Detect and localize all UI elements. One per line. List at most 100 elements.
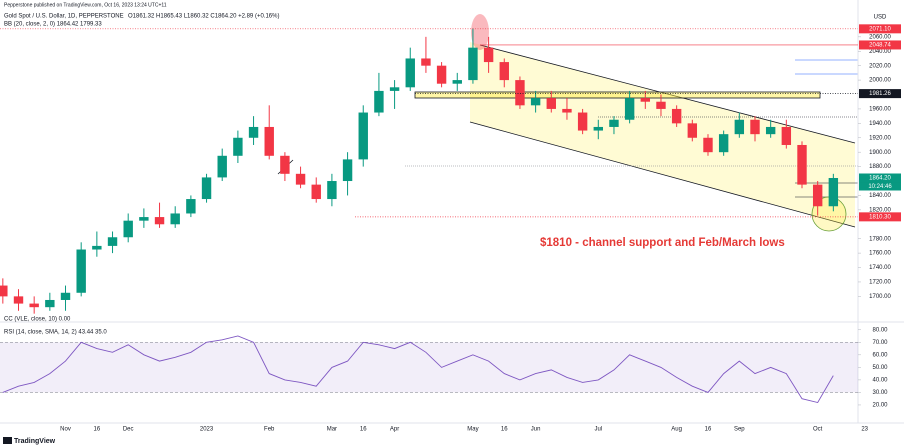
countdown: 10:24:46 <box>868 184 892 190</box>
candle-body <box>76 249 86 293</box>
candle-body <box>781 126 792 145</box>
x-tick-label: 16 <box>94 427 101 433</box>
candle-body <box>734 119 745 135</box>
rsi-title: RSI (14, close, SMA, 14, 2) 43.44 35.0 <box>4 330 107 336</box>
x-tick-label: Sep <box>734 427 745 433</box>
candle-body <box>217 155 227 178</box>
price-label-bg <box>859 40 901 50</box>
candle-body <box>405 58 415 88</box>
candle-body <box>248 126 259 138</box>
y-tick-label: 2040.00 <box>869 49 891 55</box>
candle-body <box>123 220 133 238</box>
price-label: 1864.20 <box>869 176 891 182</box>
annotation: $1810 - channel support and Feb/March lo… <box>540 237 785 249</box>
candle-body <box>201 177 212 200</box>
candle-body <box>703 137 713 153</box>
y-tick-label: 80.00 <box>872 327 888 333</box>
candle-body <box>483 47 494 63</box>
candle-body <box>45 299 55 308</box>
x-tick-label: 16 <box>360 427 367 433</box>
price-label: 1981.26 <box>869 91 891 97</box>
channel-lower <box>469 121 856 228</box>
indicator-label: CC (VLE, close, 10) 0.00 <box>4 317 71 323</box>
candle-body <box>609 119 619 127</box>
candle-body <box>374 90 384 113</box>
y-tick-label: 2020.00 <box>869 63 891 69</box>
y-tick-label: 60.00 <box>872 352 888 358</box>
y-tick-label: 1940.00 <box>869 121 891 127</box>
candle-body <box>515 80 525 106</box>
y-tick-label: 1960.00 <box>869 107 891 113</box>
candle-body <box>546 98 556 109</box>
candle-body <box>562 108 572 113</box>
y-tick-label: 2000.00 <box>869 78 891 84</box>
y-tick-label: 1700.00 <box>869 294 891 300</box>
x-tick-label: 2023 <box>200 427 214 433</box>
rsi-band <box>0 342 858 393</box>
price-label: 2071.10 <box>869 26 891 32</box>
candle-body <box>718 134 729 153</box>
price-label: 2048.74 <box>869 43 891 49</box>
candle-body <box>765 126 776 135</box>
price-label-bg <box>859 24 901 34</box>
y-tick-label: 1720.00 <box>869 280 891 286</box>
candle-body <box>812 184 823 207</box>
publisher: Pepperstone published on TradingView.com… <box>4 2 167 8</box>
candle-body <box>186 199 196 214</box>
footer-logo: TradingView <box>14 438 56 445</box>
candle-body <box>687 123 698 138</box>
y-tick-label: 50.00 <box>872 365 888 371</box>
x-tick-label: 16 <box>501 427 508 433</box>
candle-body <box>797 144 807 185</box>
y-tick-label: 2060.00 <box>869 34 891 40</box>
logo-mark <box>3 437 12 444</box>
indicator-label: BB (20, close, 2, 0) 1864.42 1799.33 <box>4 22 102 28</box>
ohlc-text: O1861.32 H1865.43 L1860.32 C1864.20 +2.8… <box>128 14 279 20</box>
candle-body <box>640 98 651 102</box>
candle-body <box>29 303 39 308</box>
y-tick-label: 1880.00 <box>869 164 891 170</box>
y-tick-label: 70.00 <box>872 340 888 346</box>
candle-body <box>170 213 180 225</box>
candle-body <box>624 98 635 120</box>
candle-body <box>0 285 8 297</box>
channel-fill <box>470 42 855 227</box>
y-tick-label: 30.00 <box>872 390 888 396</box>
candle-body <box>828 177 839 207</box>
candle-body <box>233 137 243 156</box>
price-label-bg <box>859 89 901 99</box>
candle-body <box>107 237 118 246</box>
candle-body <box>530 98 541 106</box>
countdown-bg <box>859 182 901 191</box>
candle-body <box>671 108 682 124</box>
y-tick-label: 40.00 <box>872 377 888 383</box>
peak-highlight <box>471 14 489 50</box>
y-tick-label: 1740.00 <box>869 265 891 271</box>
x-tick-label: Jul <box>594 427 602 433</box>
candle-body <box>92 245 102 250</box>
x-tick-label: Aug <box>671 427 682 433</box>
y-tick-label: 1840.00 <box>869 193 891 199</box>
symbol-title: Gold Spot / U.S. Dollar, 1D, PEPPERSTONE <box>4 14 124 20</box>
x-tick-label: Apr <box>390 427 399 433</box>
x-tick-label: Jun <box>531 427 541 433</box>
price-label: 1810.30 <box>869 214 891 220</box>
y-tick-label: 1920.00 <box>869 135 891 141</box>
channel-upper <box>479 44 856 144</box>
candle-body <box>342 159 353 182</box>
x-tick-label: May <box>467 427 478 433</box>
candle-body <box>468 47 478 81</box>
candle-body <box>750 119 760 135</box>
candle-body <box>436 65 447 84</box>
price-label-bg <box>859 173 901 183</box>
x-tick-label: Feb <box>264 427 275 433</box>
rsi-line <box>2 335 834 404</box>
candle-body <box>577 112 588 131</box>
x-tick-label: Nov <box>60 427 71 433</box>
candle-body <box>264 126 274 156</box>
x-tick-label: 23 <box>861 427 868 433</box>
candle-body <box>389 87 400 91</box>
candle-body <box>452 80 462 84</box>
